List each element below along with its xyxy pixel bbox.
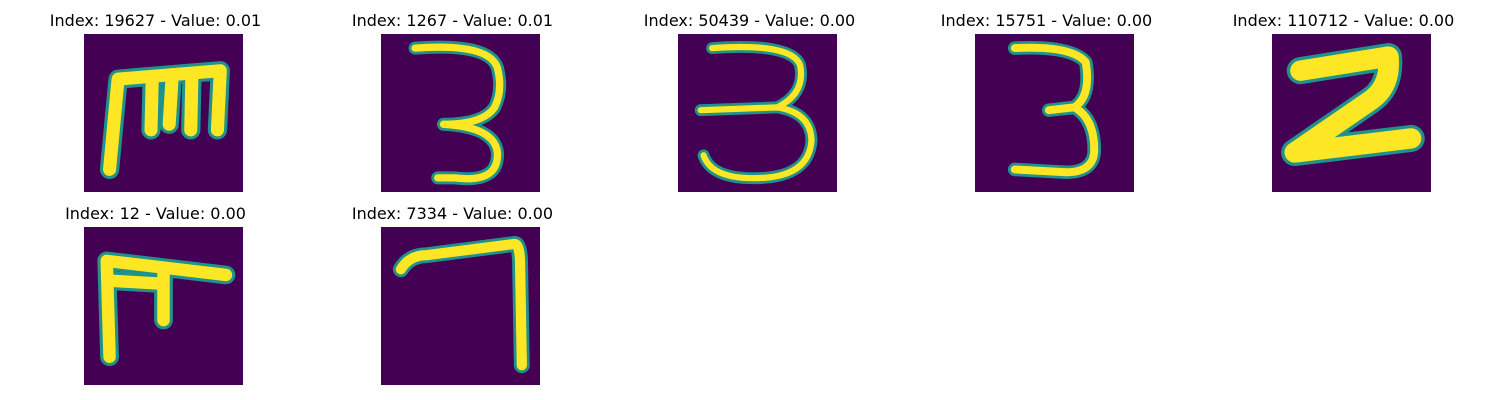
cell-title: Index: 19627 - Value: 0.01 [49, 11, 262, 30]
grid-cell: Index: 7334 - Value: 0.00 [304, 193, 601, 385]
grid-cell: Index: 19627 - Value: 0.01 [7, 0, 304, 192]
digit-seven-image [381, 227, 540, 385]
grid-cell: Index: 15751 - Value: 0.00 [898, 0, 1195, 192]
digit-three-image [975, 34, 1134, 192]
m-shape-image [84, 34, 243, 192]
cell-title: Index: 1267 - Value: 0.01 [351, 11, 554, 30]
grid-cell: Index: 1267 - Value: 0.01 [304, 0, 601, 192]
cell-title: Index: 7334 - Value: 0.00 [351, 204, 554, 223]
grid-cell: Index: 50439 - Value: 0.00 [601, 0, 898, 192]
digit-two-image [1272, 34, 1431, 192]
digit-three-image [678, 34, 837, 192]
cell-title: Index: 15751 - Value: 0.00 [940, 11, 1153, 30]
f-shape-image [84, 227, 243, 385]
cell-title: Index: 50439 - Value: 0.00 [643, 11, 856, 30]
grid-cell: Index: 12 - Value: 0.00 [7, 193, 304, 385]
grid-cell: Index: 110712 - Value: 0.00 [1195, 0, 1492, 192]
digit-three-image [381, 34, 540, 192]
cell-title: Index: 110712 - Value: 0.00 [1232, 11, 1455, 30]
cell-title: Index: 12 - Value: 0.00 [65, 204, 246, 223]
